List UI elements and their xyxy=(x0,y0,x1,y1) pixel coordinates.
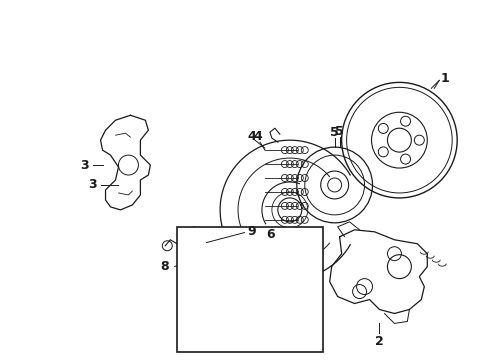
Text: 6: 6 xyxy=(269,230,278,243)
Text: 3: 3 xyxy=(80,158,89,172)
Text: 4: 4 xyxy=(247,130,256,143)
Text: 3: 3 xyxy=(88,179,97,192)
Text: 5: 5 xyxy=(335,125,344,138)
Text: 6: 6 xyxy=(266,228,275,241)
Text: 5: 5 xyxy=(330,126,339,139)
Text: 9: 9 xyxy=(247,225,256,238)
Text: 7: 7 xyxy=(201,321,210,334)
Text: 2: 2 xyxy=(375,335,384,348)
Bar xyxy=(177,226,323,352)
Text: 8: 8 xyxy=(160,260,169,273)
Text: 1: 1 xyxy=(440,72,449,85)
Text: 4: 4 xyxy=(253,130,262,143)
